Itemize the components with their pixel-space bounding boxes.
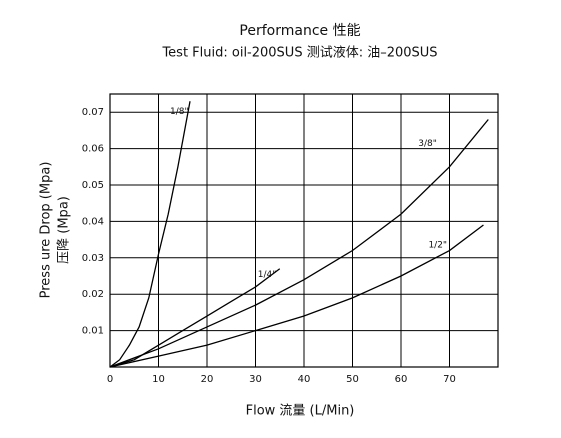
curve: [109, 101, 191, 368]
series-label: 1/8": [170, 107, 189, 117]
y-tick-label: 0.07: [82, 107, 104, 118]
x-tick-label: 50: [346, 374, 359, 385]
y-tick-label: 0.04: [82, 216, 104, 227]
chart-title: Performance 性能: [239, 23, 360, 39]
curve: [109, 224, 484, 368]
x-tick-label: 30: [249, 374, 262, 385]
x-tick-label: 40: [298, 374, 311, 385]
y-tick-label: 0.05: [82, 180, 104, 191]
y-tick-label: 0.01: [82, 326, 104, 337]
curve: [109, 268, 281, 368]
series-label: 3/8": [418, 139, 437, 149]
chart-subtitle: Test Fluid: oil-200SUS 测试液体: 油–200SUS: [161, 46, 437, 61]
x-tick-label: 20: [201, 374, 214, 385]
x-tick-label: 60: [395, 374, 408, 385]
plot-frame: [109, 93, 499, 368]
x-tick-label: 70: [443, 374, 456, 385]
series-label: 1/4": [258, 270, 277, 280]
x-tick-label: 0: [107, 374, 113, 385]
y-axis-label: 压降 (Mpa): [57, 196, 72, 264]
y-tick-label: 0.02: [82, 289, 104, 300]
y-axis-label: Press ure Drop (Mpa): [39, 162, 54, 299]
x-axis-label: Flow 流量 (L/Min): [246, 404, 355, 419]
y-tick-label: 0.06: [82, 144, 104, 155]
x-tick-label: 10: [152, 374, 165, 385]
curve: [109, 119, 489, 368]
y-tick-label: 0.03: [82, 253, 104, 264]
series-label: 1/2": [428, 241, 447, 251]
